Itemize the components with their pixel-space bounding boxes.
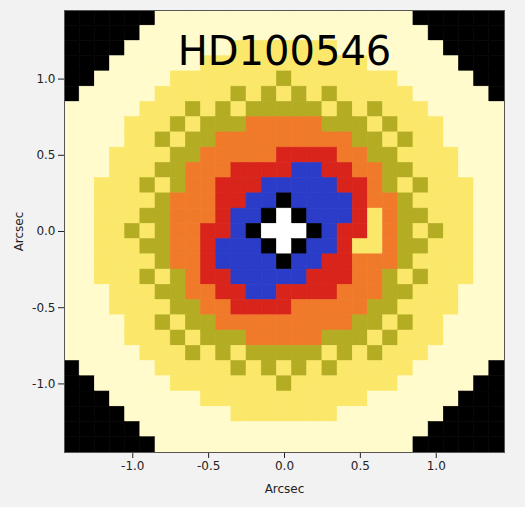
- svg-text:-1.0: -1.0: [121, 459, 144, 473]
- svg-text:-0.5: -0.5: [32, 301, 55, 315]
- svg-text:-0.5: -0.5: [197, 459, 220, 473]
- svg-text:0.0: 0.0: [36, 224, 55, 238]
- svg-text:0.5: 0.5: [351, 459, 370, 473]
- svg-text:HD100546: HD100546: [178, 28, 392, 74]
- svg-text:Arcsec: Arcsec: [12, 212, 26, 252]
- svg-text:Arcsec: Arcsec: [265, 482, 305, 496]
- svg-text:1.0: 1.0: [36, 72, 55, 86]
- svg-text:-1.0: -1.0: [32, 377, 55, 391]
- svg-text:0.0: 0.0: [275, 459, 294, 473]
- svg-text:1.0: 1.0: [427, 459, 446, 473]
- svg-text:0.5: 0.5: [36, 148, 55, 162]
